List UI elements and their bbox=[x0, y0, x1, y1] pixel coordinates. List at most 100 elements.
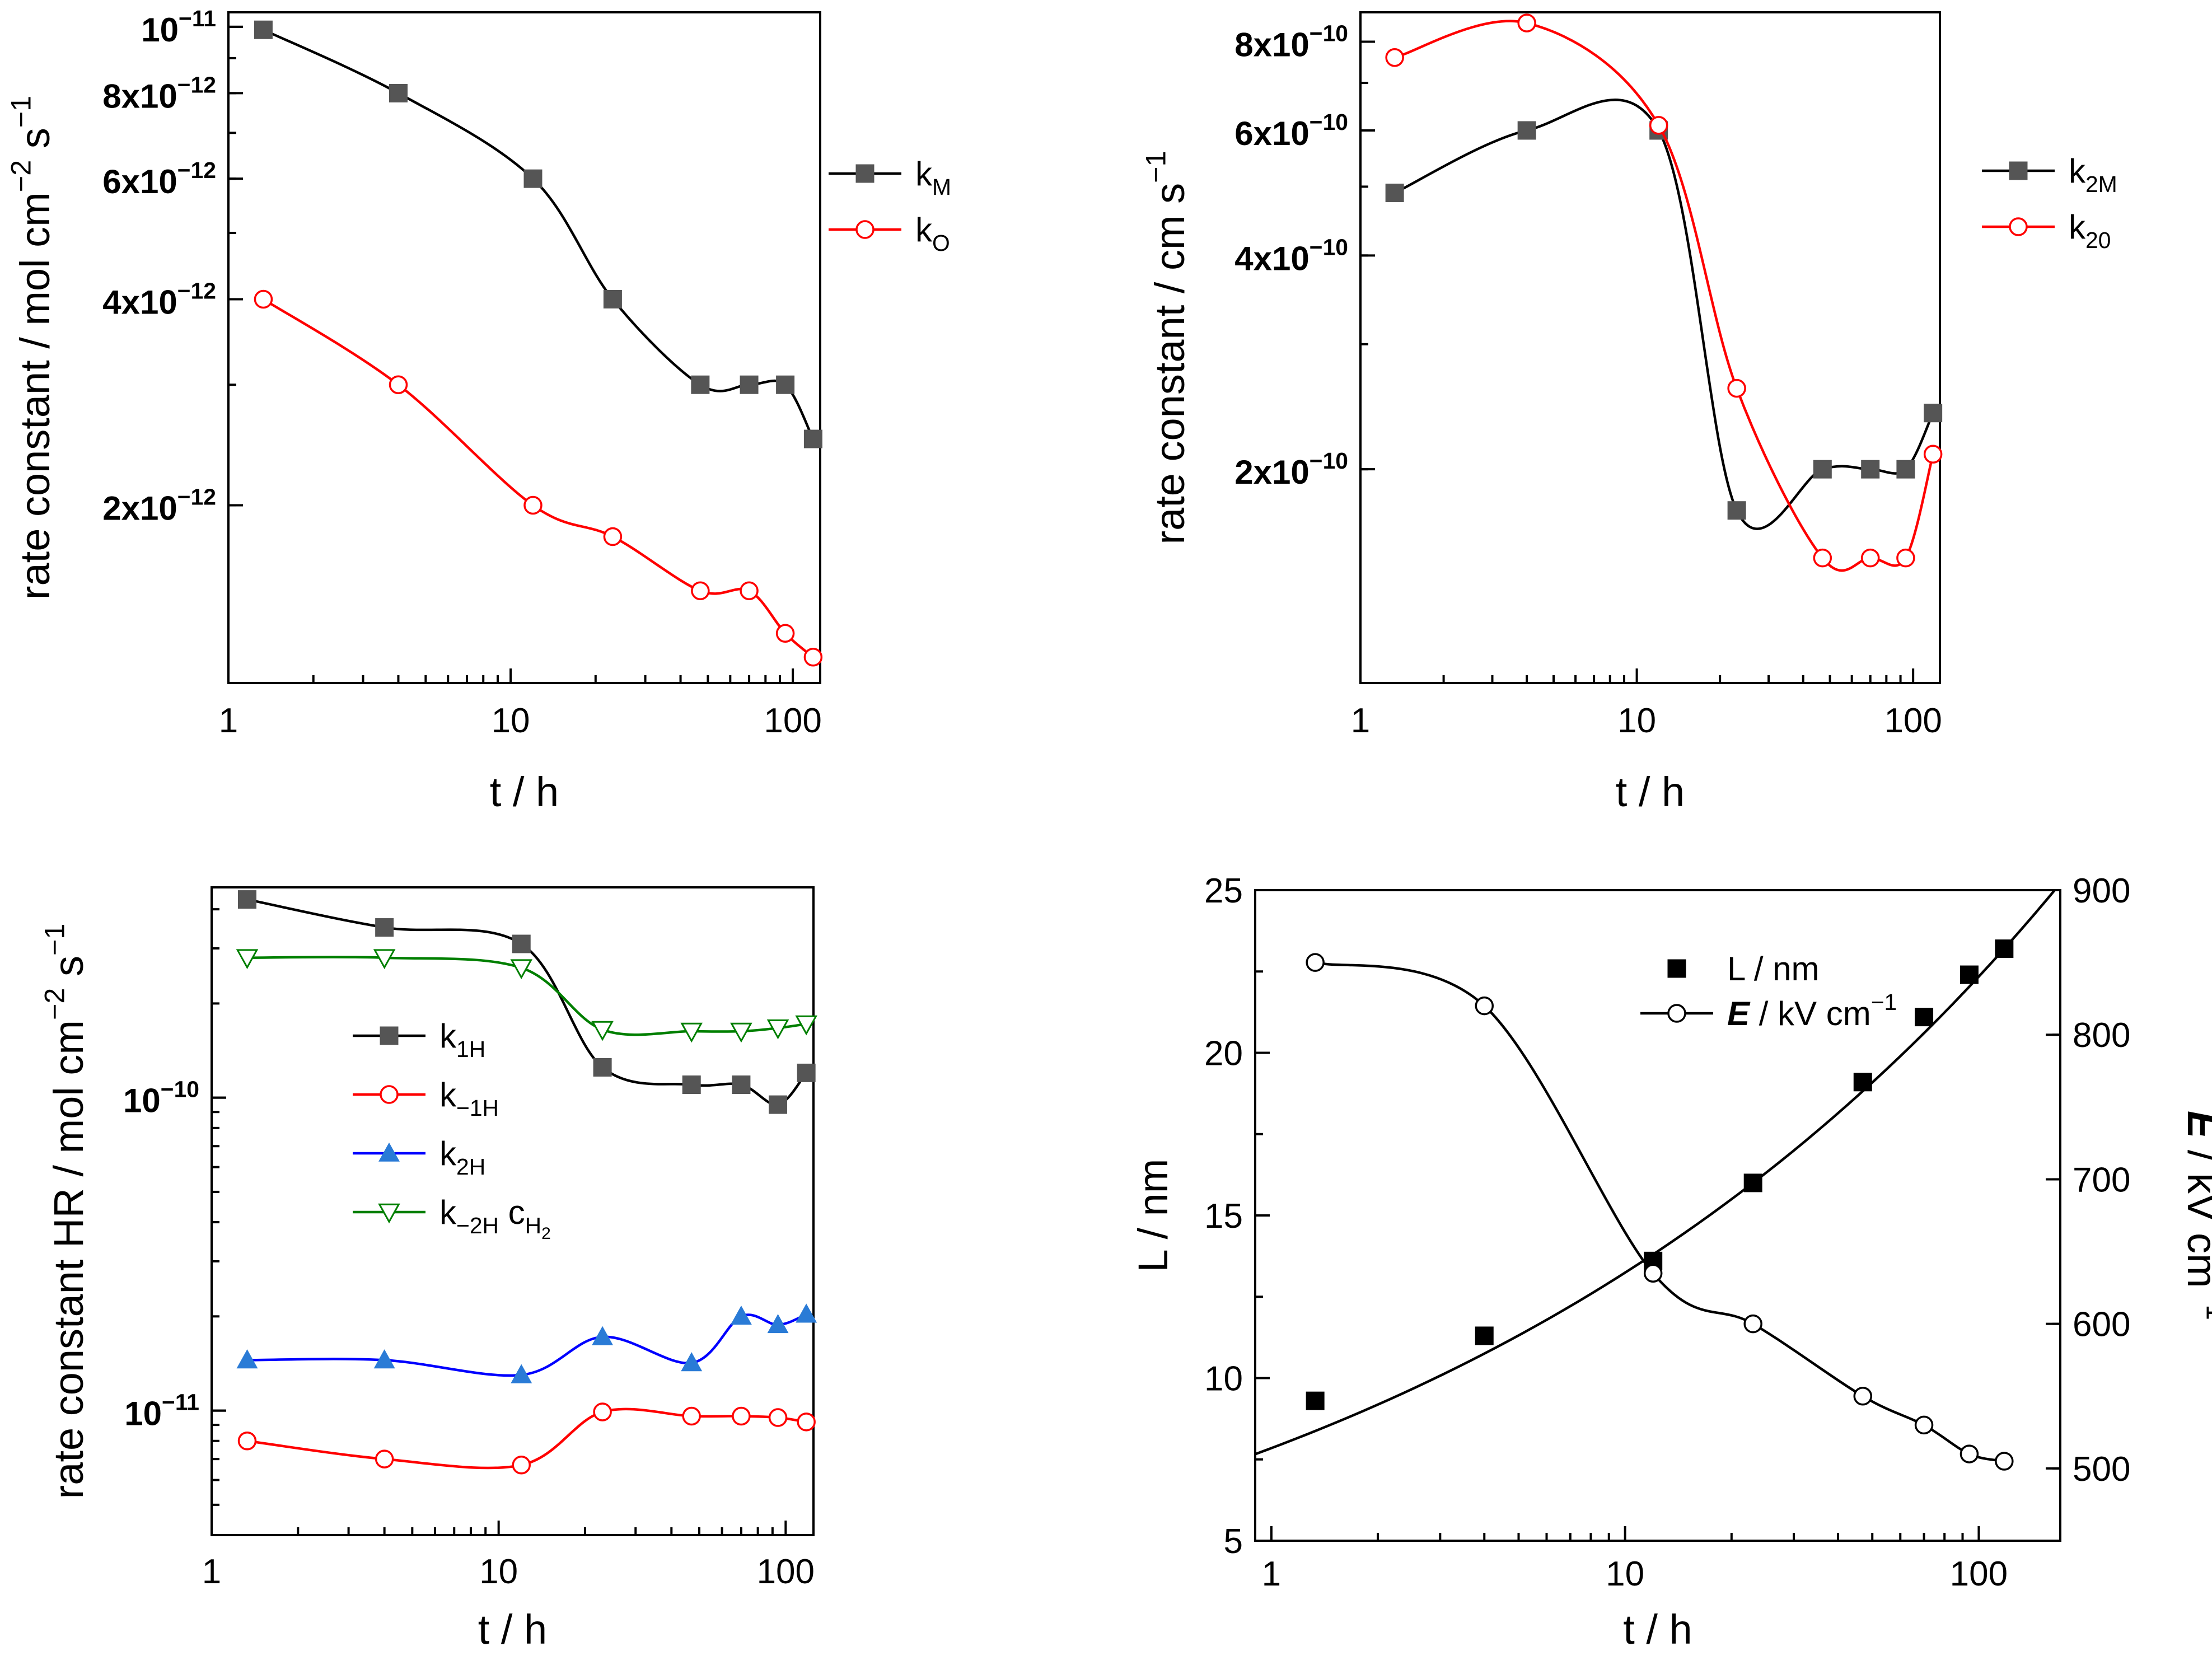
data-point bbox=[510, 959, 533, 980]
y-tick-label: 2x10−12 bbox=[102, 484, 216, 527]
series-group bbox=[254, 20, 822, 448]
y-tick-label: 20 bbox=[1204, 1035, 1243, 1073]
y-tick-label-part: 6x10 bbox=[102, 163, 177, 200]
y-axis-title-part: −1 bbox=[39, 924, 71, 956]
series-group bbox=[1385, 99, 1943, 530]
y2-tick-label: 700 bbox=[2073, 1161, 2130, 1199]
data-point bbox=[1923, 445, 1943, 464]
y2-axis-title-part: −1 bbox=[2200, 1288, 2212, 1320]
x-axis-title: t / h bbox=[1623, 1606, 1692, 1653]
series-group bbox=[1385, 13, 1943, 572]
legend-marker bbox=[378, 1203, 400, 1224]
series-curve bbox=[247, 1313, 807, 1377]
legend-label-part: / kV cm bbox=[1750, 995, 1871, 1032]
plot-frame bbox=[1359, 11, 1941, 684]
data-point bbox=[1960, 1444, 1979, 1463]
y-tick-label: 10−10 bbox=[123, 1077, 199, 1120]
legend-label: k2M bbox=[2069, 152, 2117, 197]
y2-axis-title-part: / kV cm bbox=[2179, 1138, 2212, 1288]
data-point bbox=[593, 1402, 612, 1421]
plot-frame bbox=[227, 11, 821, 684]
y-tick-label-part: −10 bbox=[161, 1077, 199, 1102]
y-tick-label-part: −11 bbox=[162, 1390, 199, 1415]
legend-label-part: 20 bbox=[2085, 227, 2111, 253]
legend-label-part: 1H bbox=[456, 1036, 485, 1062]
series-curve bbox=[247, 898, 807, 1106]
data-point bbox=[766, 1019, 789, 1040]
data-point bbox=[603, 527, 623, 546]
data-point bbox=[373, 949, 396, 970]
series-group bbox=[237, 1402, 816, 1475]
data-point bbox=[795, 1015, 817, 1036]
y-axis-title-part: −2 bbox=[39, 988, 71, 1020]
y2-tick-label: 800 bbox=[2073, 1016, 2130, 1055]
data-point bbox=[1385, 48, 1404, 67]
panel-top-left: 1 10 1002x10−124x10−126x10−128x10−1210−11t… bbox=[5, 6, 951, 815]
data-point bbox=[592, 1326, 614, 1345]
data-point bbox=[237, 890, 256, 909]
data-point bbox=[740, 375, 759, 394]
data-point bbox=[511, 1364, 532, 1383]
legend-label-part: −1H bbox=[456, 1095, 499, 1121]
legend-label-part: k bbox=[915, 155, 933, 193]
y-tick-label-part: 6x10 bbox=[1234, 115, 1309, 152]
y2-tick-label: 500 bbox=[2073, 1450, 2130, 1489]
legend-label: L / nm bbox=[1727, 950, 1820, 988]
data-point bbox=[796, 1303, 817, 1323]
data-point bbox=[1960, 965, 1979, 984]
y-tick-label: 2x10−10 bbox=[1234, 448, 1348, 491]
x-tick-label: 10 bbox=[1606, 1555, 1644, 1593]
legend-label-part: k bbox=[2069, 152, 2086, 190]
y-tick-label: 15 bbox=[1204, 1197, 1243, 1236]
legend-marker bbox=[2009, 217, 2028, 236]
y-axis-title: L / nm bbox=[1130, 1159, 1176, 1273]
data-point bbox=[1896, 548, 1915, 568]
data-point bbox=[1853, 1387, 1873, 1406]
legend-label: k−1H bbox=[439, 1076, 499, 1121]
y-tick-label: 8x10−12 bbox=[102, 72, 216, 115]
plot-frame bbox=[211, 886, 815, 1536]
y-axis-title-part: −1 bbox=[5, 96, 37, 128]
y-tick-label-part: −12 bbox=[177, 72, 216, 97]
data-point bbox=[1306, 953, 1325, 972]
y-tick-label: 5 bbox=[1224, 1522, 1243, 1561]
data-point bbox=[254, 20, 273, 39]
y-tick-label-part: 2x10 bbox=[102, 490, 177, 527]
y-axis-title: rate constant HR / mol cm−2 s−1 bbox=[39, 924, 92, 1499]
data-point bbox=[1517, 13, 1536, 32]
data-point bbox=[1743, 1314, 1762, 1334]
y2-tick-label: 900 bbox=[2073, 872, 2130, 910]
legend-label-part: k bbox=[439, 1017, 457, 1055]
series-group bbox=[236, 1303, 817, 1383]
data-point bbox=[512, 934, 531, 953]
y-tick-label-part: 4x10 bbox=[1234, 240, 1309, 277]
y2-axis-title: E / kV cm−1 bbox=[2179, 1111, 2212, 1320]
data-point bbox=[730, 1022, 752, 1043]
data-point bbox=[1860, 548, 1880, 568]
data-point bbox=[732, 1075, 751, 1095]
data-point bbox=[1861, 460, 1880, 479]
data-point bbox=[680, 1022, 703, 1043]
x-tick-label: 100 bbox=[757, 1552, 815, 1591]
legend-marker bbox=[855, 220, 874, 239]
data-point bbox=[236, 1349, 258, 1369]
legend-entry: k−2H cH2 bbox=[353, 1194, 551, 1243]
y-tick-label-part: −10 bbox=[1310, 109, 1348, 135]
x-tick-label: 1 bbox=[219, 701, 238, 740]
x-axis-title: t / h bbox=[1616, 769, 1685, 815]
legend-label-part: 2M bbox=[2085, 171, 2117, 197]
legend-entry: E / kV cm−1 bbox=[1640, 989, 1897, 1032]
y-axis-title-part: rate constant HR / mol cm bbox=[45, 1020, 92, 1499]
data-point bbox=[1896, 460, 1915, 479]
series-group bbox=[237, 890, 816, 1114]
y-tick-label-part: −11 bbox=[179, 6, 216, 31]
panel-bottom-right: 1 10 100 5 10 15 20 25 500 600 700 800 900 t / h L / n… bbox=[1130, 872, 2212, 1653]
legend-label: E / kV cm−1 bbox=[1727, 989, 1897, 1032]
data-point bbox=[1924, 404, 1943, 423]
data-point bbox=[591, 1021, 614, 1041]
data-point bbox=[236, 949, 259, 970]
data-point bbox=[1915, 1008, 1934, 1027]
data-point bbox=[523, 169, 543, 188]
legend-label-part: 2 bbox=[541, 1224, 551, 1243]
